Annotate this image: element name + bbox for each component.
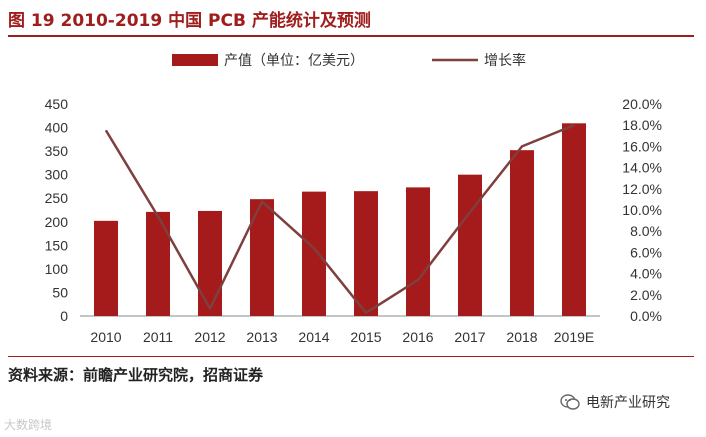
wechat-icon	[560, 394, 580, 410]
growth-line-series	[104, 124, 575, 315]
y-left-tick-label: 250	[45, 190, 69, 206]
y-left-tick-label: 300	[45, 167, 69, 183]
x-tick-label: 2012	[194, 329, 225, 345]
source-divider	[8, 356, 694, 357]
chart-legend: 产值（单位：亿美元） 增长率	[172, 52, 526, 69]
x-tick-label: 2011	[143, 329, 173, 345]
bar	[198, 210, 222, 316]
growth-point	[573, 124, 575, 126]
title-divider	[8, 35, 694, 37]
x-tick-label: 2010	[90, 329, 121, 345]
growth-point	[261, 200, 263, 203]
watermark-right: 电新产业研究	[560, 392, 670, 412]
y-left-tick-label: 150	[45, 237, 69, 253]
pcb-capacity-chart: 产值（单位：亿美元） 增长率 0 50 100 150 200 250 300 350 400 45…	[45, 52, 662, 345]
bar	[302, 191, 326, 316]
source-note: 资料来源：前瞻产业研究院，招商证券	[8, 366, 264, 384]
bar	[354, 191, 378, 316]
growth-point	[469, 211, 471, 213]
bar	[94, 220, 118, 316]
y-left-tick-label: 100	[45, 261, 69, 277]
x-tick-label: 2016	[402, 329, 433, 345]
y-right-tick-label: 10.0%	[622, 202, 662, 218]
y-right-tick-label: 8.0%	[630, 223, 662, 239]
growth-point	[209, 307, 211, 310]
y-left-tick-label: 50	[52, 284, 68, 300]
growth-point	[521, 145, 523, 147]
y-right-tick-label: 6.0%	[630, 244, 662, 260]
chart-axes: 0 50 100 150 200 250 300 350 400 450 0.0% 2.0% 4.0% 6…	[45, 96, 662, 345]
y-left-tick-label: 450	[45, 96, 69, 112]
legend-bar-label: 产值（单位：亿美元）	[224, 53, 364, 69]
growth-point	[157, 215, 159, 217]
x-tick-label: 2019E	[554, 329, 594, 345]
y-right-tick-label: 14.0%	[622, 160, 662, 176]
x-tick-label: 2017	[454, 329, 485, 345]
bar-series	[94, 123, 586, 316]
y-left-tick-label: 350	[45, 143, 69, 159]
y-right-tick-label: 18.0%	[622, 117, 662, 133]
growth-point	[105, 129, 107, 132]
x-tick-label: 2018	[506, 329, 537, 345]
legend-bar-swatch	[172, 54, 218, 66]
y-right-tick-label: 4.0%	[630, 266, 662, 282]
y-right-tick-label: 20.0%	[622, 96, 662, 112]
bar	[510, 150, 534, 316]
x-tick-label: 2013	[246, 329, 277, 345]
y-left-tick-label: 0	[60, 308, 68, 324]
y-right-tick-label: 16.0%	[622, 138, 662, 154]
bar	[406, 187, 430, 316]
legend-line-label: 增长率	[484, 52, 526, 69]
bar	[458, 174, 482, 316]
x-tick-label: 2014	[298, 329, 329, 345]
bar	[562, 123, 586, 316]
y-left-tick-label: 400	[45, 120, 69, 136]
watermark-right-text: 电新产业研究	[586, 395, 670, 411]
y-right-tick-label: 12.0%	[622, 181, 662, 197]
watermark-left-text: 大数跨境	[4, 418, 53, 432]
bar	[146, 211, 170, 316]
growth-point	[417, 279, 419, 281]
growth-line	[104, 124, 575, 315]
growth-point	[313, 247, 315, 249]
y-right-tick-label: 2.0%	[630, 287, 662, 303]
watermark-left: 大数跨境	[4, 416, 52, 433]
y-right-tick-label: 0.0%	[630, 308, 662, 324]
y-left-tick-label: 200	[45, 214, 69, 230]
growth-point	[365, 312, 367, 314]
x-tick-label: 2015	[350, 329, 381, 345]
figure-title: 图 19 2010-2019 中国 PCB 产能统计及预测	[8, 11, 371, 31]
